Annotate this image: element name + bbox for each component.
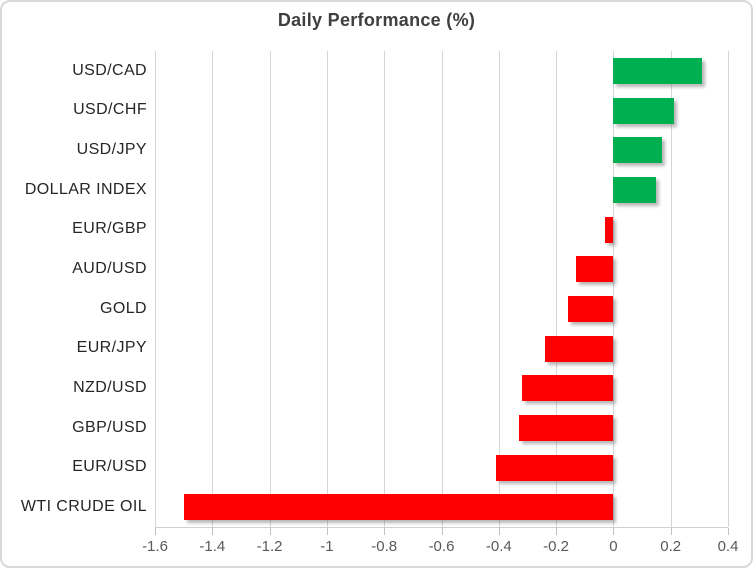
- category-label: EUR/USD: [72, 458, 147, 476]
- bar: [613, 137, 663, 164]
- gridline: [670, 51, 672, 527]
- gridline: [155, 51, 156, 527]
- bar: [495, 454, 614, 481]
- x-tick-label: -1.4: [199, 538, 226, 555]
- x-tick-label: 0: [609, 538, 618, 555]
- chart-title: Daily Performance (%): [277, 10, 476, 30]
- x-tick-label: -0.8: [371, 538, 398, 555]
- category-label: USD/CAD: [72, 61, 147, 79]
- axis-tick-mark: [670, 528, 672, 535]
- gridline: [326, 51, 328, 527]
- bar: [576, 256, 614, 283]
- bar: [604, 216, 614, 243]
- category-label: USD/JPY: [76, 141, 147, 159]
- x-tick-label: 0.4: [717, 538, 739, 555]
- bar: [613, 97, 674, 124]
- plot-area: [155, 51, 729, 528]
- bar: [613, 176, 657, 203]
- category-label: AUD/USD: [72, 260, 147, 278]
- category-label: GBP/USD: [72, 418, 147, 436]
- axis-tick-mark: [269, 528, 271, 535]
- category-label: NZD/USD: [73, 379, 147, 397]
- gridline: [728, 51, 729, 527]
- axis-tick-mark: [728, 528, 729, 535]
- gridline: [269, 51, 271, 527]
- axis-tick-mark: [212, 528, 214, 535]
- category-axis: USD/CAD USD/CHF USD/JPY DOLLAR INDEX EUR/GBP…: [2, 51, 147, 527]
- category-label: DOLLAR INDEX: [24, 180, 147, 198]
- axis-tick-mark: [613, 528, 615, 535]
- axis-tick-mark: [326, 528, 328, 535]
- x-tick-label: 0.2: [660, 538, 682, 555]
- x-tick-label: -1.6: [142, 538, 168, 555]
- axis-tick-mark: [384, 528, 386, 535]
- category-label: GOLD: [100, 299, 147, 317]
- gridline: [384, 51, 386, 527]
- axis-tick-mark: [441, 528, 443, 535]
- x-tick-label: -0.4: [485, 538, 512, 555]
- gridline: [441, 51, 443, 527]
- axis-tick-mark: [155, 528, 156, 535]
- gridline: [613, 51, 615, 527]
- axis-tick-mark: [498, 528, 500, 535]
- x-tick-label: -0.2: [543, 538, 570, 555]
- category-label: EUR/GBP: [72, 220, 147, 238]
- axis-tick-mark: [556, 528, 558, 535]
- category-label: EUR/JPY: [76, 339, 147, 357]
- x-tick-label: -1.2: [256, 538, 283, 555]
- gridline: [212, 51, 214, 527]
- bar: [183, 494, 614, 521]
- category-label: WTI CRUDE OIL: [20, 498, 147, 516]
- x-tick-label: -0.6: [428, 538, 455, 555]
- category-label: USD/CHF: [73, 101, 147, 119]
- x-axis-labels: -1.6 -1.4 -1.2 -1 -0.8 -0.6 -0.4 -0.2 0 0.2 0.4: [2, 538, 751, 560]
- gridline: [556, 51, 558, 527]
- bar: [521, 375, 614, 402]
- bar: [544, 335, 614, 362]
- bar: [567, 295, 614, 322]
- gridline: [498, 51, 500, 527]
- bar: [613, 57, 703, 84]
- x-tick-label: -1: [320, 538, 334, 555]
- bar: [518, 414, 614, 441]
